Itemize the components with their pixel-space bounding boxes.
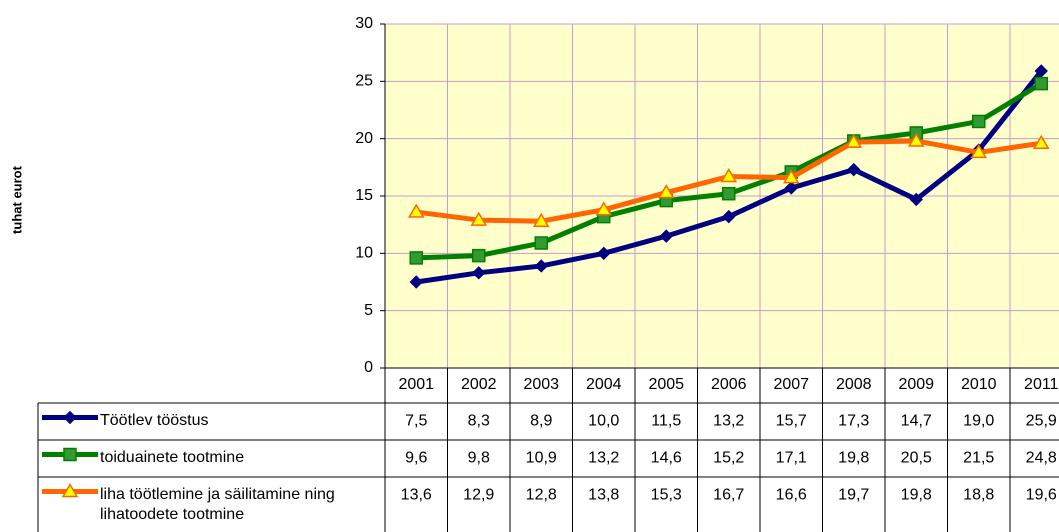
table-value: 7,5 xyxy=(405,413,427,430)
table-value: 10,9 xyxy=(526,450,557,467)
table-value: 14,7 xyxy=(901,413,932,430)
x-tick-label: 2006 xyxy=(711,376,747,393)
data-point xyxy=(972,114,986,129)
table-value: 12,9 xyxy=(463,487,494,504)
table-value: 9,6 xyxy=(405,450,427,467)
data-point xyxy=(532,212,550,227)
table-value: 19,6 xyxy=(1026,487,1057,504)
table-value: 24,8 xyxy=(1026,450,1057,467)
data-point xyxy=(784,181,798,195)
data-point xyxy=(659,229,673,243)
data-point xyxy=(534,259,548,273)
data-point xyxy=(845,133,863,148)
data-point xyxy=(534,236,548,250)
table-value: 15,3 xyxy=(651,487,682,504)
legend-key-marker xyxy=(63,447,77,462)
table-value: 16,7 xyxy=(713,487,744,504)
table-value: 15,2 xyxy=(713,450,744,467)
table-value: 10,0 xyxy=(588,413,619,430)
data-point xyxy=(847,162,861,177)
data-point xyxy=(409,251,423,265)
data-point xyxy=(722,209,736,224)
data-point xyxy=(657,184,675,199)
data-point xyxy=(722,186,736,201)
legend-label: Töötlev tööstus xyxy=(100,412,209,429)
table-value: 12,8 xyxy=(526,487,557,504)
data-point xyxy=(472,266,486,280)
x-tick-label: 2007 xyxy=(773,376,809,393)
legend-label: toiduainete tootmine xyxy=(100,449,245,466)
table-value: 15,7 xyxy=(776,413,807,430)
x-tick-label: 2008 xyxy=(836,376,872,393)
table-value: 11,5 xyxy=(651,413,681,430)
legend-label: liha töötlemine ja säilitamine ning liha… xyxy=(100,486,335,523)
x-tick-label: 2004 xyxy=(586,376,622,393)
table-value: 13,2 xyxy=(713,413,744,430)
y-axis-label: tuhat eurot xyxy=(9,165,24,234)
data-point xyxy=(472,248,486,263)
data-point xyxy=(782,169,800,184)
table-value: 18,8 xyxy=(963,487,994,504)
table-value: 19,8 xyxy=(838,450,869,467)
data-point xyxy=(409,275,423,289)
data-point xyxy=(720,168,738,183)
table-value: 19,7 xyxy=(838,487,869,504)
x-tick-label: 2005 xyxy=(648,376,684,393)
data-point xyxy=(970,143,988,159)
data-point xyxy=(909,192,923,207)
y-tick-label: 5 xyxy=(364,302,373,319)
y-tick-label: 25 xyxy=(355,73,373,90)
x-tick-label: 2009 xyxy=(898,376,934,393)
table-value: 9,8 xyxy=(468,450,490,467)
x-tick-label: 2001 xyxy=(398,376,434,393)
table-value: 14,6 xyxy=(651,450,682,467)
legend-key-marker xyxy=(61,483,79,498)
table-value: 8,9 xyxy=(530,413,552,430)
x-tick-label: 2003 xyxy=(523,376,559,393)
data-point xyxy=(470,211,488,226)
y-tick-label: 30 xyxy=(355,15,373,32)
table-value: 13,2 xyxy=(588,450,619,467)
x-tick-label: 2002 xyxy=(461,376,497,393)
table-value: 19,0 xyxy=(963,413,994,430)
table-value: 20,5 xyxy=(901,450,932,467)
table-value: 19,8 xyxy=(901,487,932,504)
data-point xyxy=(907,132,925,147)
table-value: 17,1 xyxy=(776,450,807,467)
table-value: 17,3 xyxy=(838,413,869,430)
table-value: 13,8 xyxy=(588,487,619,504)
y-tick-label: 20 xyxy=(355,130,373,147)
x-tick-label: 2010 xyxy=(961,376,997,393)
data-point xyxy=(407,203,425,218)
data-point xyxy=(1034,76,1048,91)
table-value: 16,6 xyxy=(776,487,807,504)
legend-key-marker xyxy=(63,410,77,425)
table-value: 25,9 xyxy=(1026,413,1057,430)
table-value: 21,5 xyxy=(963,450,994,467)
x-tick-label: 2011 xyxy=(1024,376,1059,393)
y-tick-label: 0 xyxy=(364,359,373,376)
y-tick-label: 10 xyxy=(355,245,373,262)
y-tick-label: 15 xyxy=(355,187,373,204)
data-point xyxy=(597,246,611,261)
data-point xyxy=(595,201,613,216)
data-point xyxy=(1032,134,1050,150)
table-value: 8,3 xyxy=(468,413,490,430)
table-value: 13,6 xyxy=(401,487,432,504)
